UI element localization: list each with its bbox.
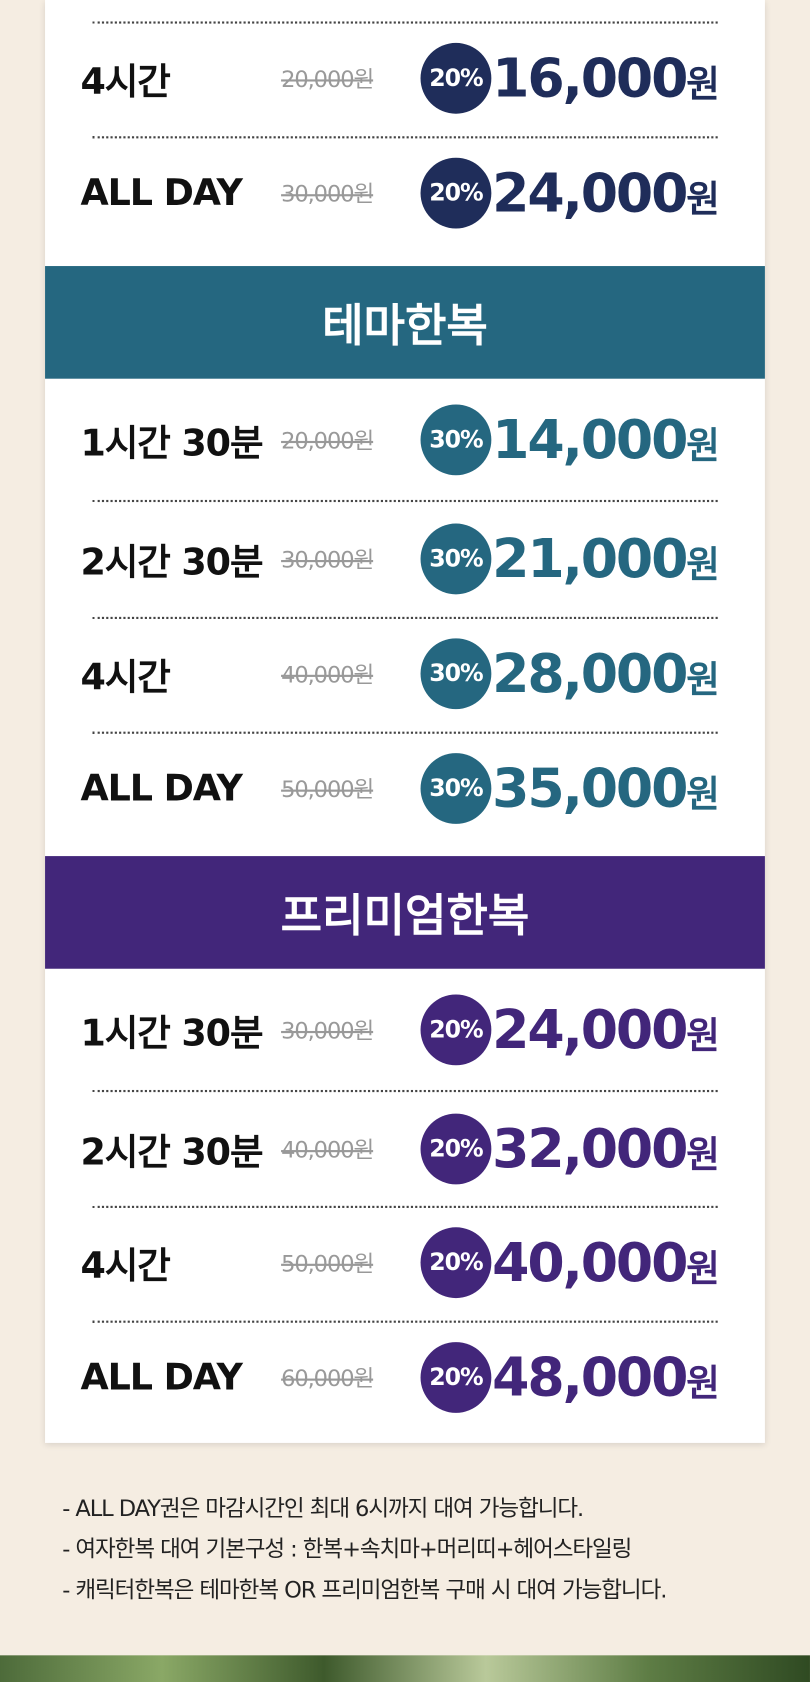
discount-badge: 30%: [420, 404, 492, 476]
duration: ALL DAY: [80, 171, 242, 215]
price-amount: 35,000: [492, 757, 688, 820]
duration: ALL DAY: [80, 767, 242, 810]
discount-badge: 20%: [420, 157, 492, 229]
price-unit: 원: [686, 178, 720, 221]
price-row: 4시간 50,000원 20% 40,000원: [45, 1209, 765, 1316]
divider: [92, 1089, 718, 1093]
original-price: 20,000원: [281, 66, 374, 93]
original-price: 50,000원: [281, 776, 374, 803]
discount-badge: 20%: [420, 1113, 492, 1185]
note: - 캐릭터한복은 테마한복 OR 프리미엄한복 구매 시 대여 가능합니다.: [62, 1577, 667, 1603]
price-row: 2시간 30분 40,000원 20% 32,000원: [45, 1095, 765, 1202]
duration: 4시간: [80, 1244, 170, 1288]
price-card: [45, 0, 765, 1443]
divider: [92, 731, 718, 734]
original-price: 50,000원: [281, 1250, 374, 1277]
price-amount: 40,000: [492, 1231, 688, 1294]
original-price: 40,000원: [281, 661, 374, 688]
price-amount: 32,000: [492, 1117, 688, 1181]
discount-badge: 30%: [420, 753, 492, 824]
price-unit: 원: [686, 1247, 720, 1291]
sale-price: 16,000원: [492, 47, 720, 110]
price-amount: 24,000: [492, 998, 688, 1061]
discount-badge: 20%: [420, 1227, 492, 1299]
price-unit: 원: [686, 63, 720, 107]
sale-price: 24,000원: [492, 998, 720, 1061]
price-amount: 24,000: [492, 161, 688, 225]
divider: [92, 136, 718, 139]
divider: [92, 21, 718, 24]
note: - 여자한복 대여 기본구성 : 한복+속치마+머리띠+헤어스타일링: [62, 1536, 632, 1562]
original-price: 40,000원: [281, 1137, 374, 1163]
discount-badge: 20%: [420, 994, 492, 1066]
duration: 1시간 30분: [80, 422, 263, 466]
price-row: 4시간 20,000원 20% 16,000원: [45, 25, 765, 132]
original-price: 60,000원: [281, 1365, 374, 1392]
sale-price: 35,000원: [492, 757, 720, 820]
sale-price: 40,000원: [492, 1231, 720, 1294]
discount-badge: 20%: [420, 1342, 492, 1413]
original-price: 30,000원: [281, 1018, 374, 1044]
sale-price: 24,000원: [492, 161, 720, 225]
price-unit: 원: [686, 773, 720, 817]
price-amount: 28,000: [492, 642, 688, 705]
sale-price: 48,000원: [492, 1346, 720, 1409]
photo-strip: [0, 1655, 810, 1682]
price-row: ALL DAY 50,000원 30% 35,000원: [45, 735, 765, 842]
sale-price: 28,000원: [492, 642, 720, 705]
duration: 4시간: [80, 656, 170, 699]
original-price: 20,000원: [281, 428, 374, 454]
price-amount: 48,000: [492, 1346, 688, 1409]
price-row: 4시간 40,000원 30% 28,000원: [45, 620, 765, 727]
duration: 4시간: [80, 60, 170, 104]
price-row: ALL DAY 30,000원 20% 24,000원: [45, 139, 765, 246]
original-price: 30,000원: [281, 547, 374, 573]
duration: ALL DAY: [80, 1356, 242, 1399]
price-row: 2시간 30분 30,000원 30% 21,000원: [45, 505, 765, 612]
price-amount: 16,000: [492, 47, 688, 110]
divider: [92, 1205, 718, 1208]
divider: [92, 616, 718, 620]
divider: [92, 499, 718, 503]
sale-price: 32,000원: [492, 1117, 720, 1181]
price-amount: 14,000: [492, 408, 688, 471]
original-price: 30,000원: [281, 181, 374, 208]
sale-price: 21,000원: [492, 527, 720, 591]
price-unit: 원: [686, 1014, 720, 1058]
duration: 2시간 30분: [80, 1131, 263, 1175]
discount-badge: 30%: [420, 638, 492, 710]
price-unit: 원: [686, 1133, 720, 1177]
divider: [92, 1320, 718, 1323]
note: - ALL DAY권은 마감시간인 최대 6시까지 대여 가능합니다.: [62, 1495, 584, 1522]
price-row: ALL DAY 60,000원 20% 48,000원: [45, 1324, 765, 1431]
price-unit: 원: [686, 1362, 720, 1406]
price-row: 1시간 30분 30,000원 20% 24,000원: [45, 976, 765, 1083]
price-unit: 원: [686, 658, 720, 702]
section-header: 테마한복: [45, 266, 765, 379]
section-header: 프리미엄한복: [45, 856, 765, 969]
price-unit: 원: [686, 543, 720, 587]
price-row: 1시간 30분 20,000원 30% 14,000원: [45, 386, 765, 493]
duration: 2시간 30분: [80, 541, 263, 585]
price-unit: 원: [686, 424, 720, 468]
discount-badge: 20%: [420, 42, 492, 114]
discount-badge: 30%: [420, 523, 492, 595]
sale-price: 14,000원: [492, 408, 720, 471]
duration: 1시간 30분: [80, 1012, 263, 1056]
price-amount: 21,000: [492, 527, 688, 591]
